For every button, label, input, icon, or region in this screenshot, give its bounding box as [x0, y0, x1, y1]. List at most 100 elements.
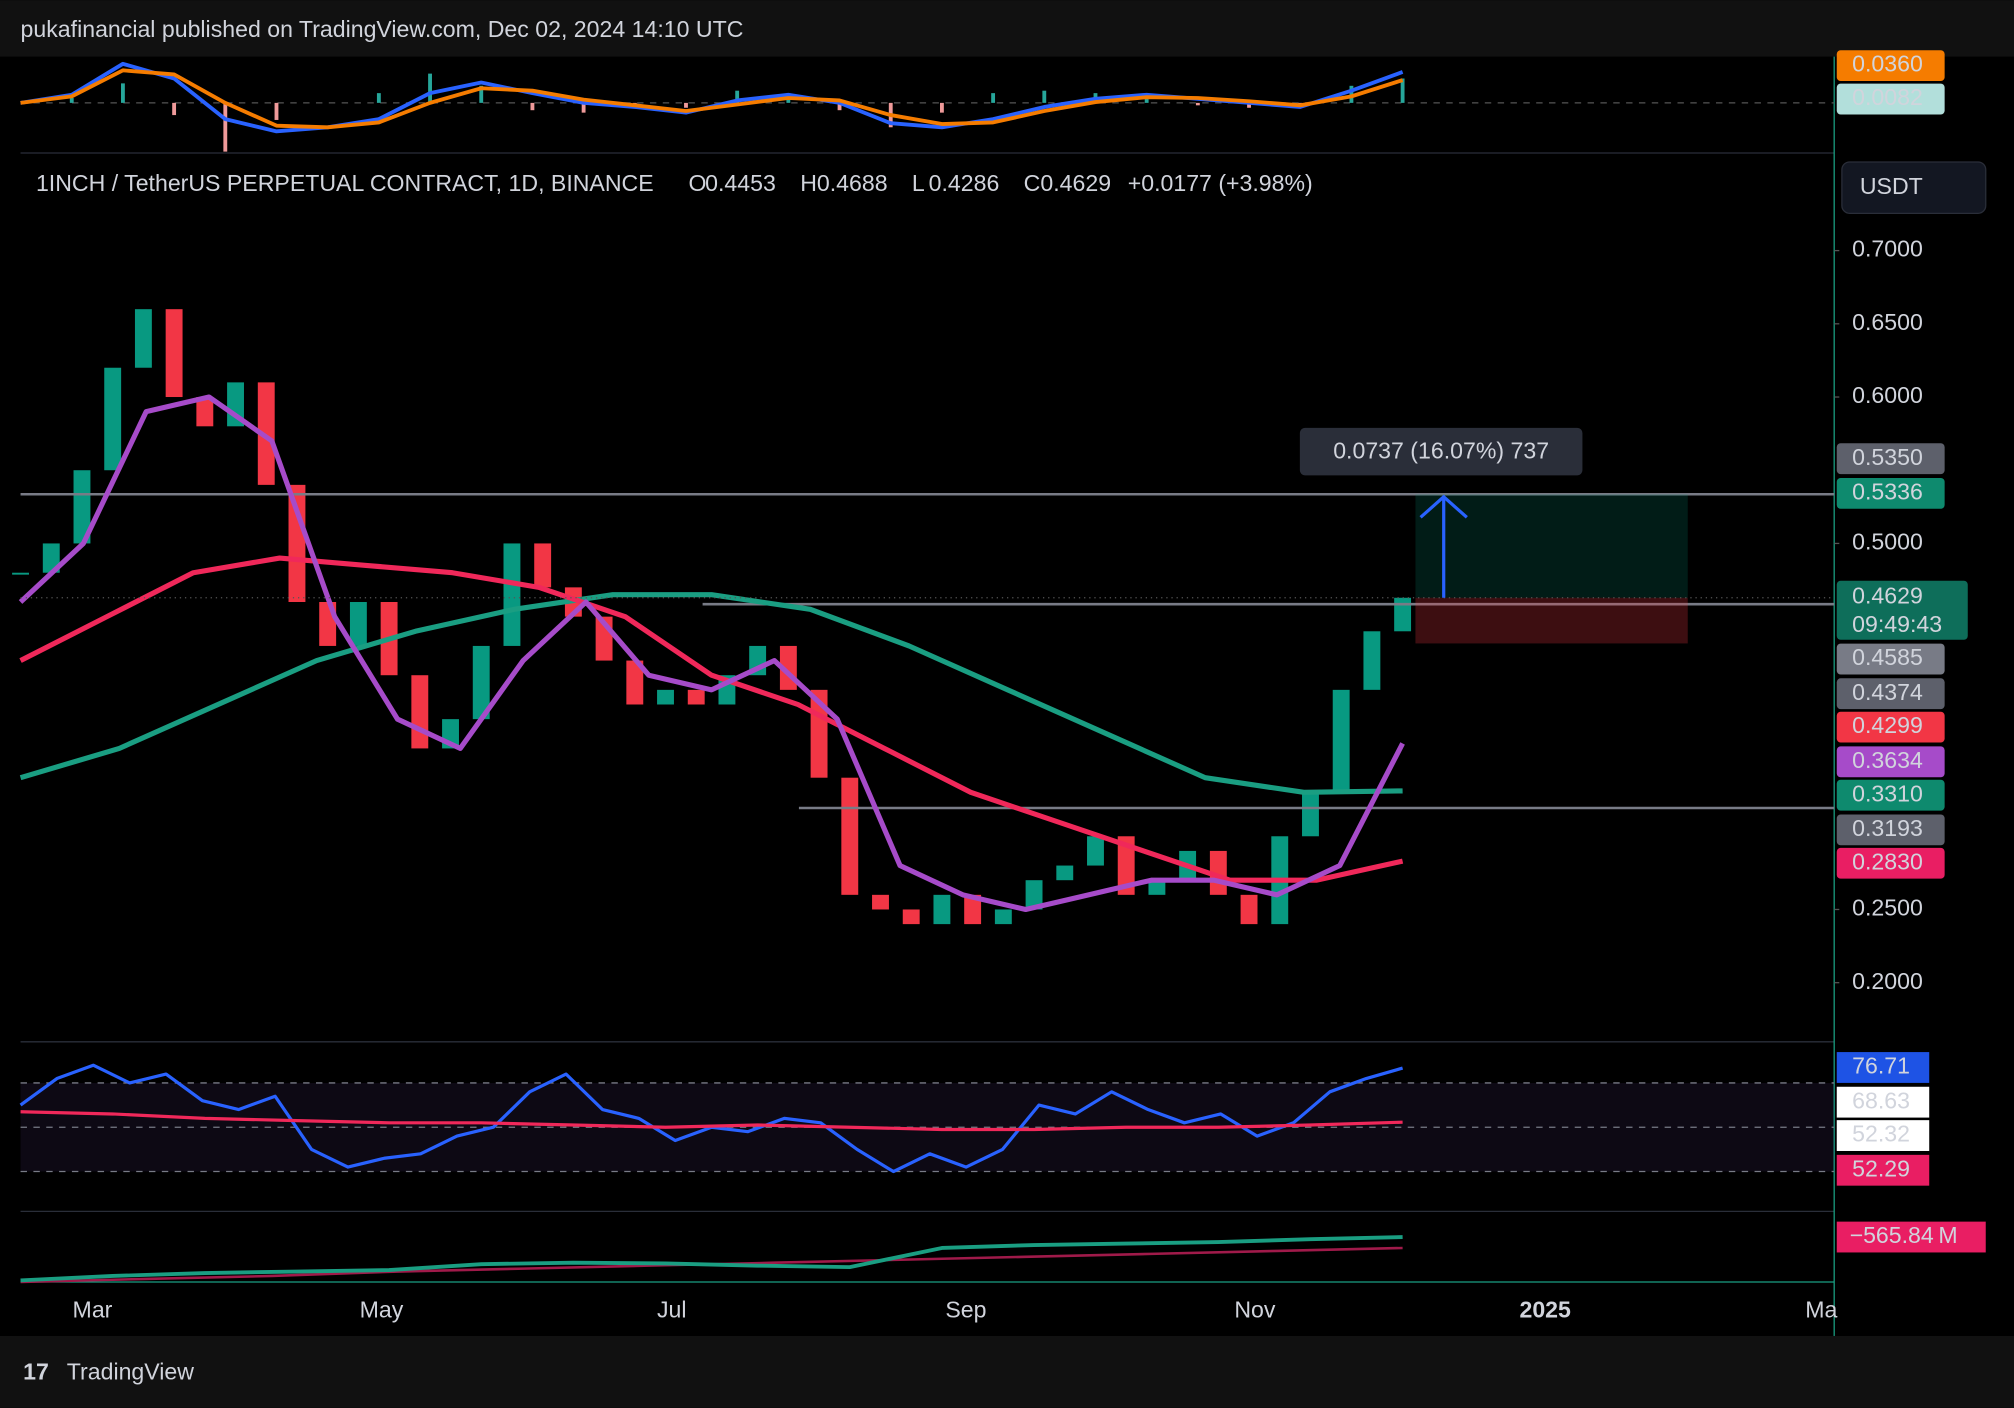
price-tick-label: 0.5000 — [1852, 529, 1923, 555]
candle — [994, 909, 1012, 925]
candle — [288, 484, 306, 603]
price-badge — [1836, 443, 1945, 475]
price-badge-label: 0.4374 — [1852, 679, 1923, 705]
macd-badge-label: 0.0360 — [1852, 51, 1923, 77]
price-badge-label: 0.4629 — [1852, 583, 1923, 609]
price-badge-label: 0.3634 — [1852, 747, 1923, 773]
candle — [626, 660, 644, 705]
currency-button[interactable] — [1841, 161, 1987, 214]
candle — [411, 675, 429, 749]
measure-label: 0.0737 (16.07%) 737 — [1333, 437, 1549, 463]
rsi-badge-label: 76.71 — [1852, 1053, 1910, 1079]
signal-line — [20, 68, 1404, 130]
rsi-badge-label: 52.29 — [1852, 1155, 1910, 1181]
candle — [1332, 689, 1350, 793]
macd-badge-label: 0.0082 — [1852, 84, 1923, 110]
price-badge — [1836, 711, 1945, 743]
ohlc-value: 0.4453 — [705, 170, 776, 196]
price-badge-label: 0.4299 — [1852, 712, 1923, 738]
price-badge — [1836, 678, 1945, 710]
cvd-badge — [1836, 1221, 1986, 1253]
candle — [1025, 880, 1043, 910]
candle — [73, 470, 91, 544]
candle — [1056, 865, 1074, 881]
time-label: May — [360, 1297, 404, 1323]
price-badge-label: 0.5350 — [1852, 444, 1923, 470]
price-badge — [1836, 746, 1945, 778]
rsi-badge — [1836, 1052, 1930, 1083]
footer-brand: TradingView — [67, 1358, 194, 1384]
candle — [657, 689, 674, 705]
countdown: 09:49:43 — [1852, 611, 1942, 637]
time-label: Sep — [945, 1297, 986, 1323]
price-badge-label: 0.5336 — [1852, 478, 1923, 504]
candle — [349, 602, 367, 646]
price-tick-label: 0.2000 — [1852, 968, 1923, 994]
ohlc-key: H — [800, 170, 817, 196]
candle — [902, 909, 920, 925]
ohlc-value: 0.4286 — [929, 170, 1000, 196]
price-tick-label: 0.6500 — [1852, 309, 1923, 335]
price-badge-label: 0.2830 — [1852, 848, 1923, 874]
stop-zone — [1415, 597, 1688, 644]
candle — [1302, 792, 1319, 837]
candle — [257, 382, 275, 485]
price-badge-label: 0.3193 — [1852, 815, 1923, 841]
rsi-ma-line — [20, 1110, 1403, 1132]
rsi-badge — [1836, 1120, 1930, 1151]
ohlc-value: 0.4629 — [1040, 170, 1111, 196]
rsi-badge-label: 52.32 — [1852, 1121, 1910, 1147]
rsi-badge-label: 68.63 — [1852, 1087, 1910, 1113]
price-badge-label: 0.3310 — [1852, 780, 1923, 806]
time-label: Ma — [1805, 1297, 1837, 1323]
candle — [933, 894, 951, 925]
ohlc-key: L — [912, 170, 925, 196]
ohlc-key: O — [688, 170, 706, 196]
legend: 1INCH / TetherUS PERPETUAL CONTRACT, 1D,… — [36, 170, 1313, 196]
price-badge-label: 0.4585 — [1852, 644, 1923, 670]
cvd-line — [20, 1235, 1403, 1283]
moving-average — [19, 555, 1404, 883]
price-badge — [1836, 643, 1945, 675]
candle — [687, 689, 705, 705]
macd-badge — [1836, 50, 1945, 82]
logo-mark: 17 — [23, 1358, 49, 1384]
footer-bar — [0, 1335, 2014, 1408]
candle — [472, 645, 490, 720]
candle — [872, 894, 889, 910]
candle — [1363, 631, 1381, 690]
price-badge — [1836, 814, 1945, 846]
change: +0.0177 (+3.98%) — [1128, 170, 1313, 196]
measure-label-box — [1299, 427, 1583, 476]
candle — [1240, 894, 1258, 925]
moving-average — [18, 394, 1405, 913]
candle — [12, 572, 29, 575]
price-tick-label: 0.6000 — [1852, 382, 1923, 408]
candle — [134, 309, 152, 368]
macd-badge — [1836, 83, 1945, 115]
candle — [1087, 836, 1104, 866]
candle — [165, 309, 183, 398]
time-label: Jul — [657, 1297, 687, 1323]
rsi-badge — [1836, 1086, 1930, 1118]
candle — [964, 894, 982, 925]
rsi-badge — [1836, 1154, 1930, 1186]
moving-average — [19, 592, 1403, 795]
time-label: Mar — [73, 1297, 113, 1323]
price-tick-label: 0.2500 — [1852, 895, 1923, 921]
candle — [196, 397, 214, 427]
price-badge — [1836, 779, 1945, 811]
candle — [42, 543, 60, 573]
candle — [503, 543, 521, 646]
publisher: pukafinancial published on TradingView.c… — [21, 16, 744, 42]
candle — [1148, 880, 1166, 895]
ohlc-key: C — [1024, 170, 1041, 196]
price-badge — [1836, 580, 1968, 640]
currency[interactable]: USDT — [1860, 173, 1923, 199]
candle — [104, 367, 122, 471]
price-badge — [1836, 847, 1945, 879]
symbol: 1INCH / TetherUS PERPETUAL CONTRACT, 1D,… — [36, 170, 654, 196]
